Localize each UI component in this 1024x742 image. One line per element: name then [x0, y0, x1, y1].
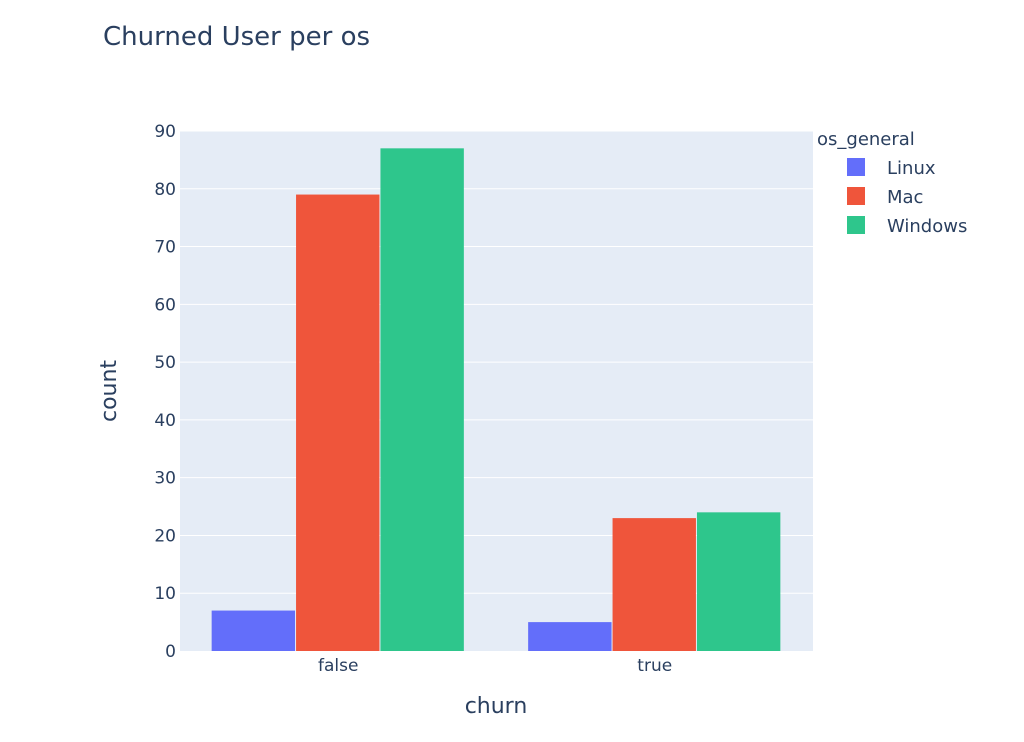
bar-windows-true — [696, 512, 781, 651]
gridlines — [180, 130, 813, 594]
bar-windows-false — [380, 148, 464, 652]
legend-label-windows: Windows — [887, 216, 967, 237]
y-tick-label-60: 60 — [154, 295, 176, 315]
x-axis-title: churn — [465, 694, 528, 719]
bar-linux-true — [528, 622, 612, 651]
y-tick-label-0: 0 — [165, 642, 176, 662]
y-tick-label-20: 20 — [154, 526, 176, 546]
legend-label-mac: Mac — [887, 187, 923, 208]
x-axis-ticks: false true — [318, 656, 672, 676]
legend-label-linux: Linux — [887, 158, 936, 179]
bars — [211, 148, 781, 652]
legend: os_general Linux Mac Windows — [817, 129, 967, 237]
y-axis-ticks: 0 10 20 30 40 50 60 70 80 90 — [154, 122, 176, 662]
bar-linux-false — [211, 610, 296, 651]
x-tick-label-false: false — [318, 656, 358, 676]
y-tick-label-50: 50 — [154, 353, 176, 373]
x-tick-label-true: true — [637, 656, 672, 676]
y-tick-label-80: 80 — [154, 180, 176, 200]
chart-title: Churned User per os — [103, 22, 370, 52]
y-tick-label-30: 30 — [154, 469, 176, 489]
bar-mac-true — [612, 518, 696, 651]
legend-title: os_general — [817, 129, 915, 150]
legend-swatch-mac — [847, 187, 865, 205]
y-tick-label-40: 40 — [154, 411, 176, 431]
y-axis-title: count — [97, 360, 122, 422]
y-tick-label-70: 70 — [154, 238, 176, 258]
y-tick-label-90: 90 — [154, 122, 176, 142]
legend-swatch-linux — [847, 158, 865, 176]
legend-swatch-windows — [847, 216, 865, 234]
y-tick-label-10: 10 — [154, 584, 176, 604]
bar-mac-false — [296, 194, 380, 652]
